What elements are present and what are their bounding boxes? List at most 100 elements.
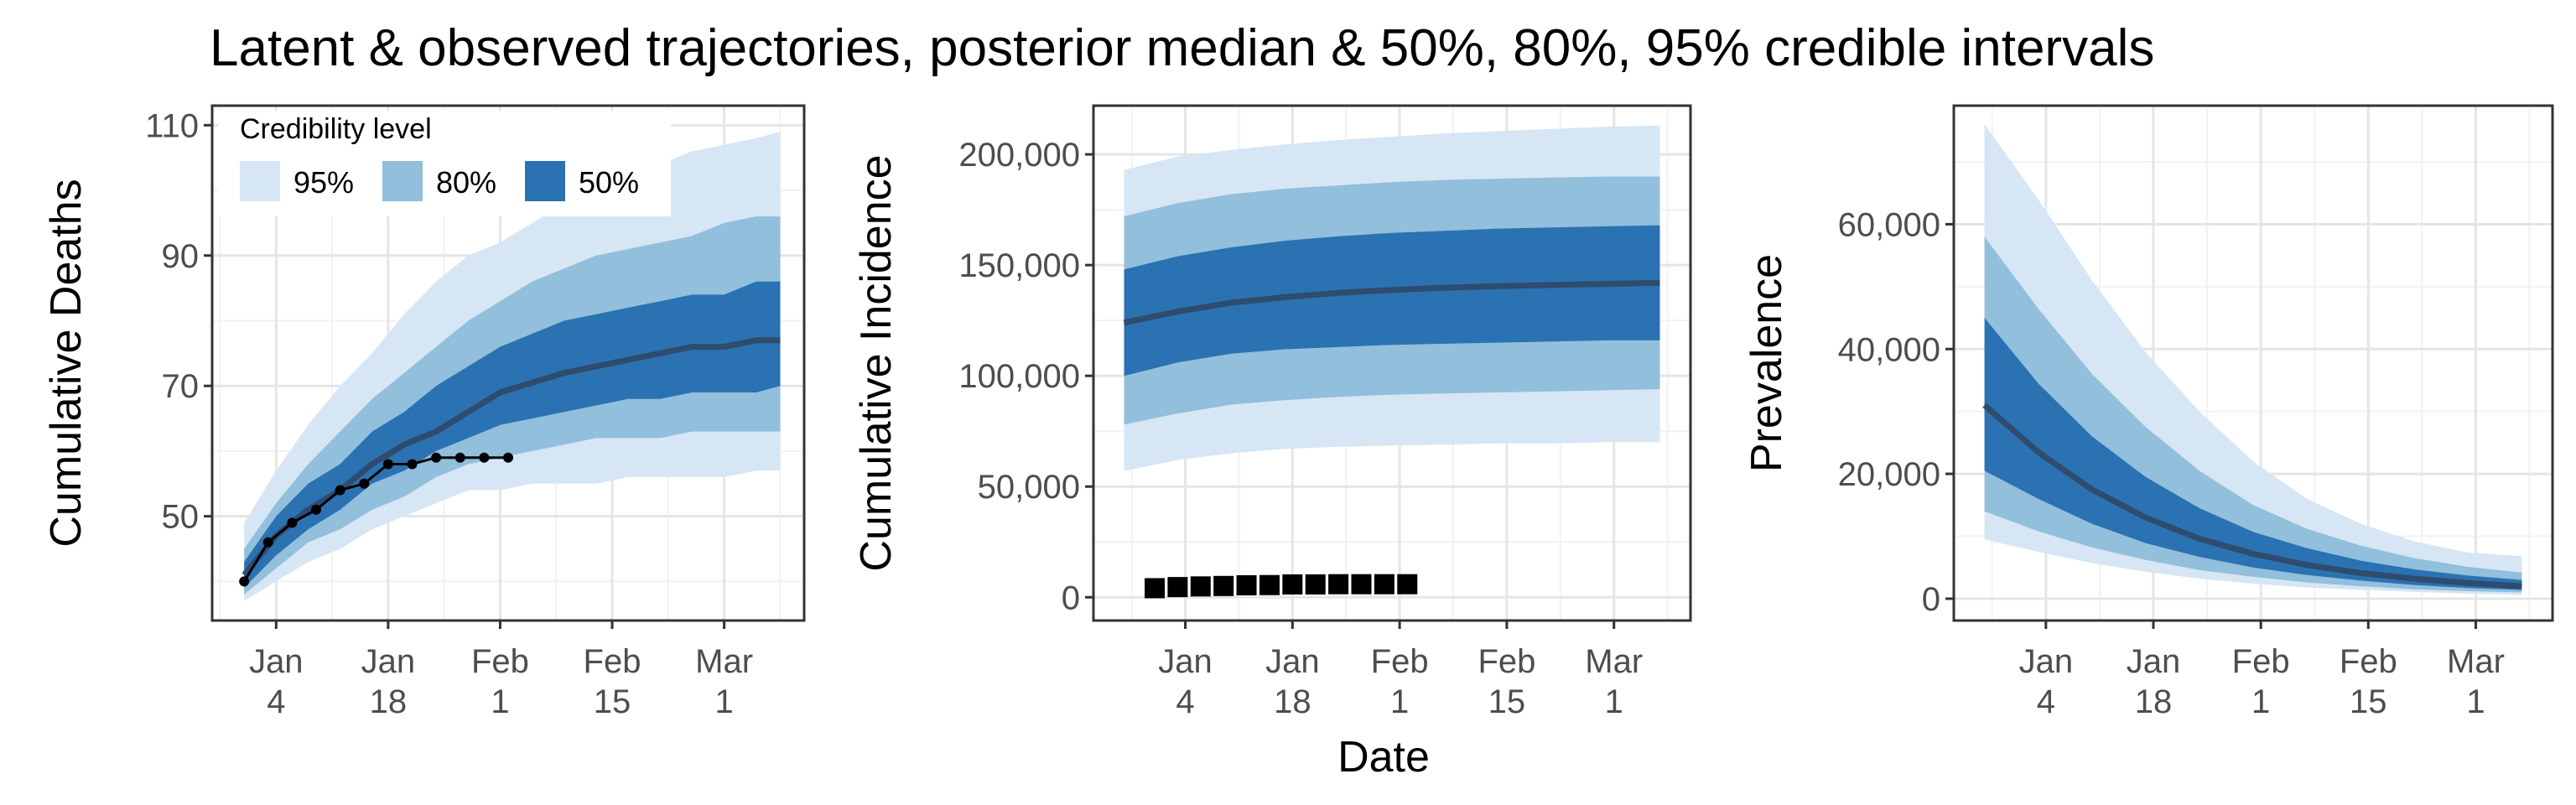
y-axis-title: Cumulative Deaths bbox=[42, 179, 91, 547]
y-tick-label: 90 bbox=[162, 238, 200, 275]
observed-point bbox=[1282, 574, 1303, 595]
observed-point bbox=[1213, 575, 1234, 596]
x-tick-label-month: Jan bbox=[1265, 643, 1320, 680]
y-tick-label: 110 bbox=[145, 107, 199, 144]
observed-point bbox=[1374, 574, 1394, 595]
y-tick-label: 0 bbox=[1922, 581, 1940, 618]
x-tick-label-day: 4 bbox=[1176, 683, 1194, 720]
observed-point bbox=[239, 576, 250, 587]
x-tick-label-month: Feb bbox=[584, 643, 641, 680]
x-tick-label-day: 18 bbox=[1274, 683, 1311, 720]
observed-point bbox=[311, 504, 322, 515]
observed-point bbox=[1397, 574, 1418, 595]
x-tick-label-day: 18 bbox=[370, 683, 408, 720]
legend-title: Credibility level bbox=[240, 113, 432, 145]
legend-label-50: 50% bbox=[579, 165, 639, 200]
observed-point bbox=[359, 478, 370, 489]
observed-point bbox=[1145, 578, 1166, 599]
x-tick-label-day: 1 bbox=[2251, 683, 2270, 720]
observed-point bbox=[1328, 574, 1349, 595]
y-tick-label: 200,000 bbox=[958, 137, 1080, 174]
x-tick-label-month: Mar bbox=[695, 643, 753, 680]
x-tick-label-day: 1 bbox=[1605, 683, 1623, 720]
y-tick-label: 50,000 bbox=[978, 469, 1080, 506]
x-tick-label-month: Feb bbox=[2340, 643, 2397, 680]
observed-point bbox=[1305, 574, 1326, 595]
panel-border bbox=[210, 104, 806, 622]
x-tick-label-day: 4 bbox=[267, 683, 285, 720]
y-tick-label: 70 bbox=[162, 368, 200, 405]
legend: Credibility level 95% 80% 50% bbox=[218, 111, 671, 216]
x-tick-label-day: 1 bbox=[2466, 683, 2485, 720]
x-tick-label-month: Feb bbox=[1478, 643, 1535, 680]
x-tick-label-month: Mar bbox=[2447, 643, 2505, 680]
observed-point bbox=[454, 452, 465, 463]
y-tick-label: 50 bbox=[162, 499, 200, 536]
observed-point bbox=[1351, 574, 1372, 595]
x-tick-label-day: 4 bbox=[2037, 683, 2055, 720]
credible-bands bbox=[1982, 124, 2522, 595]
observed-series bbox=[1145, 574, 1418, 599]
legend-label-80: 80% bbox=[436, 165, 496, 200]
x-axis-title: Date bbox=[1337, 733, 1430, 782]
legend-swatch-95 bbox=[240, 161, 280, 201]
x-tick-label-month: Feb bbox=[1371, 643, 1429, 680]
x-tick-label-month: Feb bbox=[471, 643, 529, 680]
observed-point bbox=[1236, 575, 1257, 596]
panel-border bbox=[1952, 104, 2554, 622]
y-tick-label: 0 bbox=[1062, 579, 1080, 616]
observed-point bbox=[1167, 577, 1188, 598]
x-tick-label-month: Jan bbox=[361, 643, 416, 680]
observed-point bbox=[479, 452, 490, 463]
median-line bbox=[1123, 279, 1660, 326]
panel-border bbox=[1092, 104, 1692, 622]
y-tick-label: 20,000 bbox=[1838, 456, 1940, 493]
x-tick-label-day: 1 bbox=[491, 683, 509, 720]
y-tick-label: 60,000 bbox=[1838, 206, 1940, 243]
observed-point bbox=[503, 452, 513, 463]
x-tick-label-day: 15 bbox=[594, 683, 631, 720]
y-axis: 0 50,000 100,000 150,000 200,000 bbox=[958, 137, 1093, 616]
y-axis: 0 20,000 40,000 60,000 bbox=[1838, 206, 1954, 618]
observed-point bbox=[287, 517, 298, 528]
y-tick-label: 40,000 bbox=[1838, 331, 1940, 368]
y-tick-label: 150,000 bbox=[958, 247, 1080, 284]
x-tick-label-day: 15 bbox=[1488, 683, 1526, 720]
y-axis-title: Cumulative Incidence bbox=[852, 154, 901, 571]
x-tick-label-month: Mar bbox=[1585, 643, 1643, 680]
observed-point bbox=[382, 459, 393, 470]
observed-series bbox=[239, 452, 513, 587]
x-tick-label-day: 18 bbox=[2135, 683, 2173, 720]
x-tick-label-month: Jan bbox=[2019, 643, 2074, 680]
legend-background bbox=[218, 111, 671, 216]
x-tick-label-month: Feb bbox=[2232, 643, 2290, 680]
observed-point bbox=[1259, 574, 1280, 595]
band-50 bbox=[1124, 225, 1660, 377]
y-axis-title: Prevalence bbox=[1742, 254, 1791, 472]
legend-label-95: 95% bbox=[293, 165, 354, 200]
observed-point bbox=[335, 485, 345, 496]
chart-title: Latent & observed trajectories, posterio… bbox=[210, 19, 2154, 77]
x-tick-label-month: Jan bbox=[249, 643, 304, 680]
y-axis: 50 70 90 110 bbox=[145, 107, 212, 536]
y-tick-label: 100,000 bbox=[958, 358, 1080, 395]
band-50 bbox=[1984, 318, 2522, 590]
x-tick-label-day: 1 bbox=[714, 683, 733, 720]
x-tick-label-month: Jan bbox=[1158, 643, 1213, 680]
observed-point bbox=[262, 537, 273, 548]
x-tick-label-day: 1 bbox=[1390, 683, 1409, 720]
median-line bbox=[1982, 402, 2522, 589]
legend-swatch-50 bbox=[525, 161, 565, 201]
observed-point bbox=[407, 459, 418, 470]
legend-swatch-80 bbox=[382, 161, 423, 201]
credible-bands bbox=[1123, 125, 1660, 471]
observed-point bbox=[431, 452, 442, 463]
x-tick-label-day: 15 bbox=[2350, 683, 2387, 720]
